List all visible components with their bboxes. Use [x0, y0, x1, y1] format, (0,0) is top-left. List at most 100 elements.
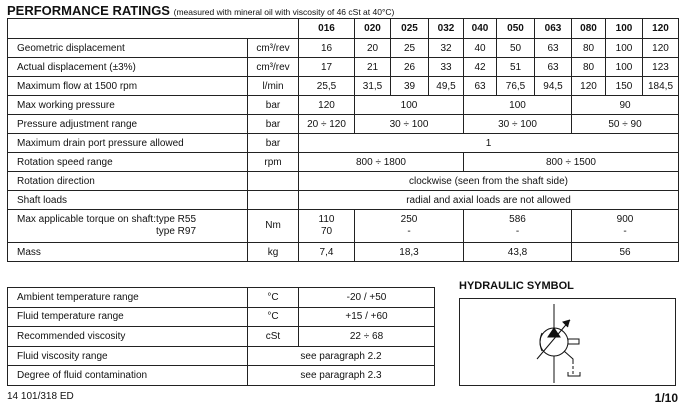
cell: 30 ÷ 100	[354, 114, 464, 134]
row-label: Actual displacement (±3%)	[7, 57, 248, 77]
cell: 21	[354, 57, 391, 77]
title-text: PERFORMANCE RATINGS	[7, 3, 170, 18]
cell: 110 70	[298, 209, 355, 243]
cell: 1	[298, 133, 679, 153]
row-label: Fluid temperature range	[7, 306, 248, 328]
cell: 800 ÷ 1800	[298, 152, 464, 172]
cell: 32	[428, 38, 464, 58]
cell: 120	[642, 38, 679, 58]
table-row: Max working pressure bar 120 100 100 90	[7, 95, 679, 115]
row-label: Rotation speed range	[7, 152, 248, 172]
size-header: 120	[642, 18, 679, 39]
size-header: 016	[298, 18, 355, 39]
cell: 123	[642, 57, 679, 77]
cell: 50	[496, 38, 535, 58]
size-header: 080	[571, 18, 606, 39]
cell: 43,8	[463, 242, 572, 262]
row-label: Max working pressure	[7, 95, 248, 115]
table-row: Maximum drain port pressure allowed bar 1	[7, 133, 679, 153]
cell: 63	[534, 57, 572, 77]
cell: 120	[571, 76, 606, 96]
size-header: 100	[605, 18, 643, 39]
cell: see paragraph 2.2	[247, 345, 435, 367]
cell: +15 / +60	[298, 306, 435, 328]
unit	[247, 171, 299, 191]
size-header: 040	[463, 18, 497, 39]
cell: 26	[390, 57, 429, 77]
cell: 63	[534, 38, 572, 58]
cell: 33	[428, 57, 464, 77]
row-label: Recommended viscosity	[7, 326, 248, 347]
cell: 56	[571, 242, 679, 262]
subtitle: (measured with mineral oil with viscosit…	[173, 7, 395, 17]
cell: 900-	[571, 209, 679, 243]
size-header: 063	[534, 18, 572, 39]
environment-table: Ambient temperature range °C -20 / +50 Flu…	[7, 287, 435, 386]
size-header: 050	[496, 18, 535, 39]
row-label: Ambient temperature range	[7, 287, 248, 308]
row-label: Rotation direction	[7, 171, 248, 191]
cell: 25	[390, 38, 429, 58]
cell: 63	[463, 76, 497, 96]
table-row: Max applicable torque on shaft: type R55 t…	[7, 209, 679, 243]
cell: 18,3	[354, 242, 464, 262]
cell: -20 / +50	[298, 287, 435, 308]
torque-label: Max applicable torque on shaft:	[17, 214, 156, 225]
unit: °C	[247, 287, 299, 308]
table-row: Shaft loads radial and axial loads are no…	[7, 190, 679, 210]
cell: 31,5	[354, 76, 391, 96]
unit: bar	[247, 133, 299, 153]
page-number: 1/10	[654, 391, 678, 405]
unit: cSt	[247, 326, 299, 347]
table-row: Recommended viscosity cSt 22 ÷ 68	[7, 326, 435, 347]
row-label: Maximum flow at 1500 rpm	[7, 76, 248, 96]
row-label: Maximum drain port pressure allowed	[7, 133, 248, 153]
row-label: Pressure adjustment range	[7, 114, 248, 134]
cell: 76,5	[496, 76, 535, 96]
unit: cm³/rev	[247, 38, 299, 58]
cell: see paragraph 2.3	[247, 365, 435, 386]
row-label: Shaft loads	[7, 190, 248, 210]
hydraulic-symbol-box	[459, 298, 676, 386]
table-row: Maximum flow at 1500 rpm l/min 25,5 31,5 39…	[7, 76, 679, 96]
variable-pump-symbol-icon	[536, 304, 581, 383]
blank	[7, 18, 299, 39]
page-title: PERFORMANCE RATINGS (measured with miner…	[7, 3, 394, 18]
size-header: 025	[390, 18, 429, 39]
cell: 7,4	[298, 242, 355, 262]
cell: 800 ÷ 1500	[463, 152, 679, 172]
type-r55: type R55	[155, 214, 197, 225]
size-header: 032	[428, 18, 464, 39]
cell: 39	[390, 76, 429, 96]
unit	[247, 190, 299, 210]
cell: 40	[463, 38, 497, 58]
hydraulic-symbol-title: HYDRAULIC SYMBOL	[459, 280, 574, 292]
cell: 100	[605, 57, 643, 77]
unit: l/min	[247, 76, 299, 96]
unit: rpm	[247, 152, 299, 172]
performance-table: 016 020 025 032 040 050 063 080 100 120 Geometric…	[7, 18, 679, 262]
cell: 80	[571, 38, 606, 58]
cell: 50 ÷ 90	[571, 114, 679, 134]
unit: cm³/rev	[247, 57, 299, 77]
cell: 20	[354, 38, 391, 58]
table-row: Rotation speed range rpm 800 ÷ 1800 800 ÷ 1…	[7, 152, 679, 172]
table-row: Rotation direction clockwise (seen from t…	[7, 171, 679, 191]
unit: Nm	[247, 209, 299, 243]
type-r97: type R97	[155, 226, 197, 237]
table-row: Degree of fluid contamination see paragra…	[7, 365, 435, 386]
table-row: Actual displacement (±3%) cm³/rev 17 21 26 3…	[7, 57, 679, 77]
row-label: Max applicable torque on shaft: type R55 t…	[7, 209, 248, 243]
cell: radial and axial loads are not allowed	[298, 190, 679, 210]
header-row: 016 020 025 032 040 050 063 080 100 120	[7, 18, 679, 39]
cell: 17	[298, 57, 355, 77]
size-header: 020	[354, 18, 391, 39]
cell: 94,5	[534, 76, 572, 96]
row-label: Geometric displacement	[7, 38, 248, 58]
cell: 51	[496, 57, 535, 77]
cell: 586-	[463, 209, 572, 243]
row-label: Degree of fluid contamination	[7, 365, 248, 386]
cell: 80	[571, 57, 606, 77]
table-row: Fluid temperature range °C +15 / +60	[7, 306, 435, 328]
unit: °C	[247, 306, 299, 328]
